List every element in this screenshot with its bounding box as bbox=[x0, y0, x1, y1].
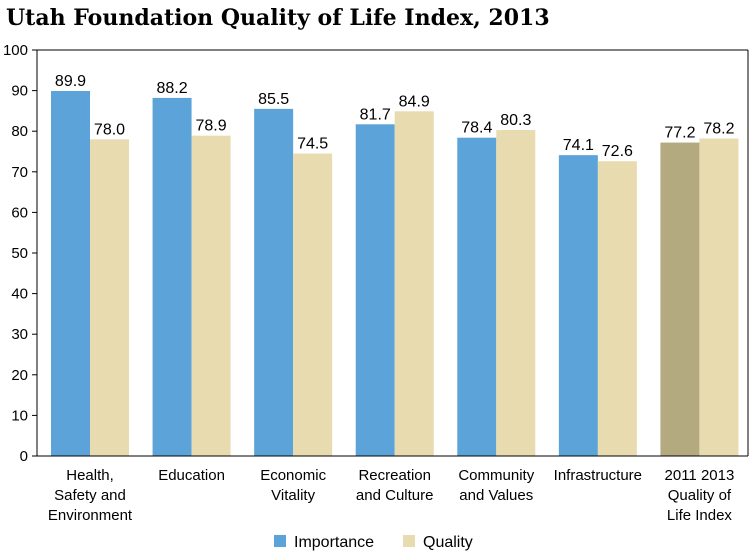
x-axis: Health, Safety and Environment Education Eco… bbox=[48, 467, 734, 524]
x-tick-label: Vitality bbox=[271, 487, 315, 504]
x-tick-label: Education bbox=[158, 467, 225, 484]
data-label: 77.2 bbox=[664, 125, 695, 142]
data-label: 89.9 bbox=[55, 73, 86, 90]
bar-quality-2 bbox=[293, 153, 333, 456]
bar-importance-0 bbox=[51, 91, 90, 457]
x-tick-label: Life Index bbox=[667, 507, 733, 524]
data-label: 74.5 bbox=[297, 136, 328, 153]
bar-importance-5 bbox=[558, 155, 598, 457]
y-tick-label: 60 bbox=[11, 204, 28, 221]
bar-quality-4 bbox=[496, 129, 536, 456]
y-tick-label: 0 bbox=[20, 448, 28, 465]
y-tick-label: 50 bbox=[11, 245, 28, 262]
data-label: 81.7 bbox=[360, 106, 391, 123]
data-label: 80.3 bbox=[500, 112, 531, 129]
y-tick-label: 40 bbox=[11, 286, 28, 303]
legend-swatch-quality bbox=[403, 535, 415, 547]
y-tick-label: 90 bbox=[11, 83, 28, 100]
data-label: 88.2 bbox=[157, 80, 188, 97]
y-tick-label: 30 bbox=[11, 326, 28, 343]
bars bbox=[51, 91, 739, 457]
bar-quality-1 bbox=[191, 135, 231, 456]
data-label: 84.9 bbox=[399, 93, 430, 110]
y-tick-label: 100 bbox=[3, 42, 28, 59]
x-tick-label: Quality of bbox=[668, 487, 732, 504]
data-labels: 89.9 78.0 88.2 78.9 85.5 74.5 81.7 84.9 78.4 80.3… bbox=[55, 73, 735, 160]
x-tick-label: Environment bbox=[48, 507, 133, 524]
legend-label-quality: Quality bbox=[423, 534, 473, 551]
data-label: 78.0 bbox=[94, 121, 125, 138]
x-tick-label: Safety and bbox=[54, 487, 126, 504]
x-tick-label: Economic bbox=[260, 467, 326, 484]
x-tick-label: Infrastructure bbox=[554, 467, 642, 484]
legend-swatch-importance bbox=[274, 535, 286, 547]
bar-importance-3 bbox=[355, 124, 395, 456]
y-tick-label: 70 bbox=[11, 164, 28, 181]
x-tick-label: 2011 2013 bbox=[665, 467, 735, 484]
bar-importance-1 bbox=[152, 97, 192, 457]
legend-label-importance: Importance bbox=[294, 534, 374, 551]
data-label: 78.4 bbox=[461, 120, 492, 137]
bar-quality-0 bbox=[90, 139, 129, 456]
data-label: 85.5 bbox=[258, 91, 289, 108]
data-label: 74.1 bbox=[563, 137, 594, 154]
bar-importance-6 bbox=[660, 142, 700, 456]
bar-quality-3 bbox=[394, 111, 434, 456]
x-tick-label: Recreation bbox=[358, 467, 431, 484]
y-tick-label: 20 bbox=[11, 367, 28, 384]
x-tick-label: Community bbox=[458, 467, 534, 484]
bar-importance-2 bbox=[254, 108, 294, 457]
y-tick-label: 80 bbox=[11, 123, 28, 140]
data-label: 72.6 bbox=[602, 143, 633, 160]
data-label: 78.9 bbox=[196, 118, 227, 135]
legend: Importance Quality bbox=[274, 534, 473, 551]
x-tick-label: and Values bbox=[459, 487, 533, 504]
bar-quality-6 bbox=[699, 138, 739, 456]
chart-title: Utah Foundation Quality of Life Index, 2… bbox=[6, 5, 550, 31]
y-tick-label: 10 bbox=[11, 407, 28, 424]
y-axis: 0 10 20 30 40 50 60 70 80 90 100 bbox=[3, 42, 37, 465]
x-tick-label: Health, bbox=[66, 467, 114, 484]
x-tick-label: and Culture bbox=[356, 487, 434, 504]
data-label: 78.2 bbox=[703, 121, 734, 138]
bar-quality-5 bbox=[597, 161, 637, 456]
bar-importance-4 bbox=[457, 137, 497, 457]
